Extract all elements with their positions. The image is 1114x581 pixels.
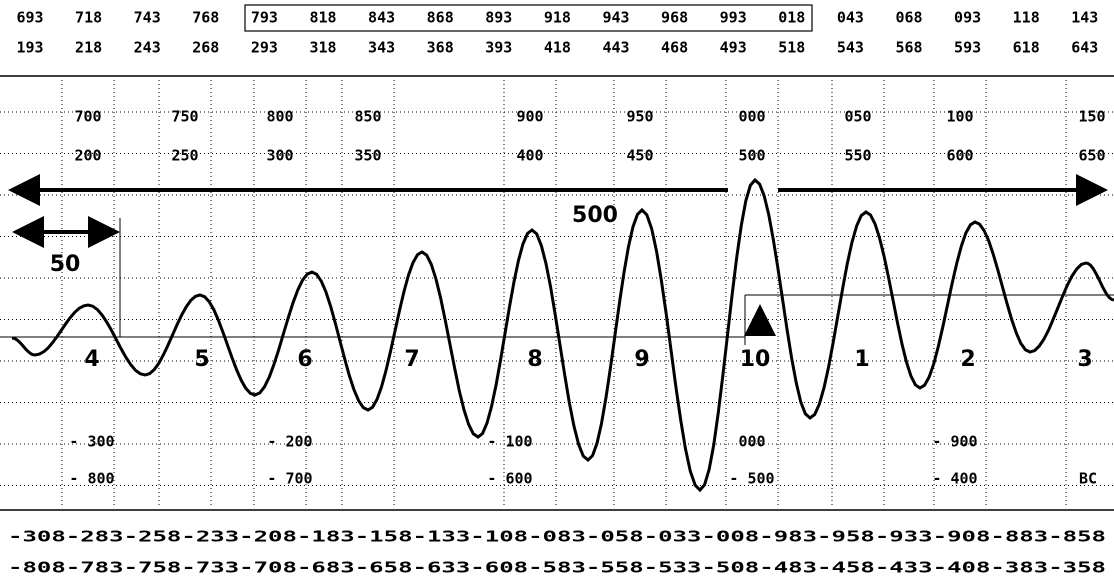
top-number: 593 bbox=[954, 39, 981, 57]
cycle-label: 5 bbox=[194, 347, 209, 372]
top-number: 918 bbox=[544, 9, 571, 27]
era-label: - 400 bbox=[932, 470, 977, 488]
scale-number: 050 bbox=[844, 108, 871, 126]
top-number: 493 bbox=[720, 39, 747, 57]
era-label: - 900 bbox=[932, 433, 977, 451]
dotted-grid bbox=[0, 80, 1114, 505]
top-number: 943 bbox=[602, 9, 629, 27]
cycle-label: 2 bbox=[960, 347, 975, 372]
scale-number: 000 bbox=[738, 108, 765, 126]
era-label: - 700 bbox=[267, 470, 312, 488]
top-number: 693 bbox=[16, 9, 43, 27]
cycle-label: 6 bbox=[297, 347, 312, 372]
top-number: 018 bbox=[778, 9, 805, 27]
top-number: 518 bbox=[778, 39, 805, 57]
long-span-label: 500 bbox=[572, 203, 618, 228]
scale-number: 100 bbox=[946, 108, 973, 126]
cycle-label: 10 bbox=[740, 347, 771, 372]
top-number: 718 bbox=[75, 9, 102, 27]
scale-number: 900 bbox=[516, 108, 543, 126]
top-number: 468 bbox=[661, 39, 688, 57]
top-number: 868 bbox=[427, 9, 454, 27]
era-label: BC bbox=[1079, 470, 1097, 488]
cycle-label: 4 bbox=[84, 347, 99, 372]
top-number: 118 bbox=[1013, 9, 1040, 27]
scale-number: 250 bbox=[171, 147, 198, 165]
top-number: 093 bbox=[954, 9, 981, 27]
top-number: 418 bbox=[544, 39, 571, 57]
era-label: - 200 bbox=[267, 433, 312, 451]
scale-number: 750 bbox=[171, 108, 198, 126]
top-number: 293 bbox=[251, 39, 278, 57]
era-label: - 300 bbox=[69, 433, 114, 451]
top-number: 768 bbox=[192, 9, 219, 27]
top-number: 568 bbox=[895, 39, 922, 57]
era-label: - 500 bbox=[729, 470, 774, 488]
top-number: 443 bbox=[602, 39, 629, 57]
cycle-label: 1 bbox=[854, 347, 869, 372]
scale-number: 350 bbox=[354, 147, 381, 165]
cycle-label: 8 bbox=[527, 347, 542, 372]
top-number: 268 bbox=[192, 39, 219, 57]
top-number: 643 bbox=[1071, 39, 1098, 57]
wave bbox=[11, 177, 1114, 493]
scale-number: 800 bbox=[266, 108, 293, 126]
top-number: 318 bbox=[309, 39, 336, 57]
top-number: 243 bbox=[134, 39, 161, 57]
scale-number: 550 bbox=[844, 147, 871, 165]
era-label: - 600 bbox=[487, 470, 532, 488]
top-number: 843 bbox=[368, 9, 395, 27]
top-number: 968 bbox=[661, 9, 688, 27]
top-number: 993 bbox=[720, 9, 747, 27]
top-number: 543 bbox=[837, 39, 864, 57]
top-number: 618 bbox=[1013, 39, 1040, 57]
top-number: 218 bbox=[75, 39, 102, 57]
scale-number: 950 bbox=[626, 108, 653, 126]
top-number: 343 bbox=[368, 39, 395, 57]
scale-number: 400 bbox=[516, 147, 543, 165]
top-number: 368 bbox=[427, 39, 454, 57]
bottom-sequence: -808-783-758-733-708-683-658-633-608-583… bbox=[8, 559, 1106, 577]
scale-number: 200 bbox=[74, 147, 101, 165]
scale-number: 300 bbox=[266, 147, 293, 165]
scale-number: 850 bbox=[354, 108, 381, 126]
scale-number: 700 bbox=[74, 108, 101, 126]
era-label: - 100 bbox=[487, 433, 532, 451]
cycle-label: 9 bbox=[634, 347, 649, 372]
labels: 693 718 743 768 793 818 843 868 893 918 943 968 993 0… bbox=[8, 9, 1106, 577]
top-number: 793 bbox=[251, 9, 278, 27]
era-label: 000 bbox=[738, 433, 765, 451]
era-label: - 800 bbox=[69, 470, 114, 488]
top-number: 068 bbox=[895, 9, 922, 27]
bottom-sequence: -308-283-258-233-208-183-158-133-108-083… bbox=[8, 528, 1106, 546]
scale-number: 450 bbox=[626, 147, 653, 165]
scale-number: 600 bbox=[946, 147, 973, 165]
top-number: 818 bbox=[309, 9, 336, 27]
scale-number: 500 bbox=[738, 147, 765, 165]
top-number: 043 bbox=[837, 9, 864, 27]
cycle-label: 7 bbox=[404, 347, 419, 372]
highlight-box bbox=[244, 4, 813, 32]
scale-number: 150 bbox=[1078, 108, 1105, 126]
top-number: 743 bbox=[134, 9, 161, 27]
top-number: 393 bbox=[485, 39, 512, 57]
scale-number: 650 bbox=[1078, 147, 1105, 165]
top-number: 143 bbox=[1071, 9, 1098, 27]
cycle-label: 3 bbox=[1077, 347, 1092, 372]
short-span-label: 50 bbox=[50, 252, 81, 277]
top-number: 893 bbox=[485, 9, 512, 27]
top-number: 193 bbox=[16, 39, 43, 57]
